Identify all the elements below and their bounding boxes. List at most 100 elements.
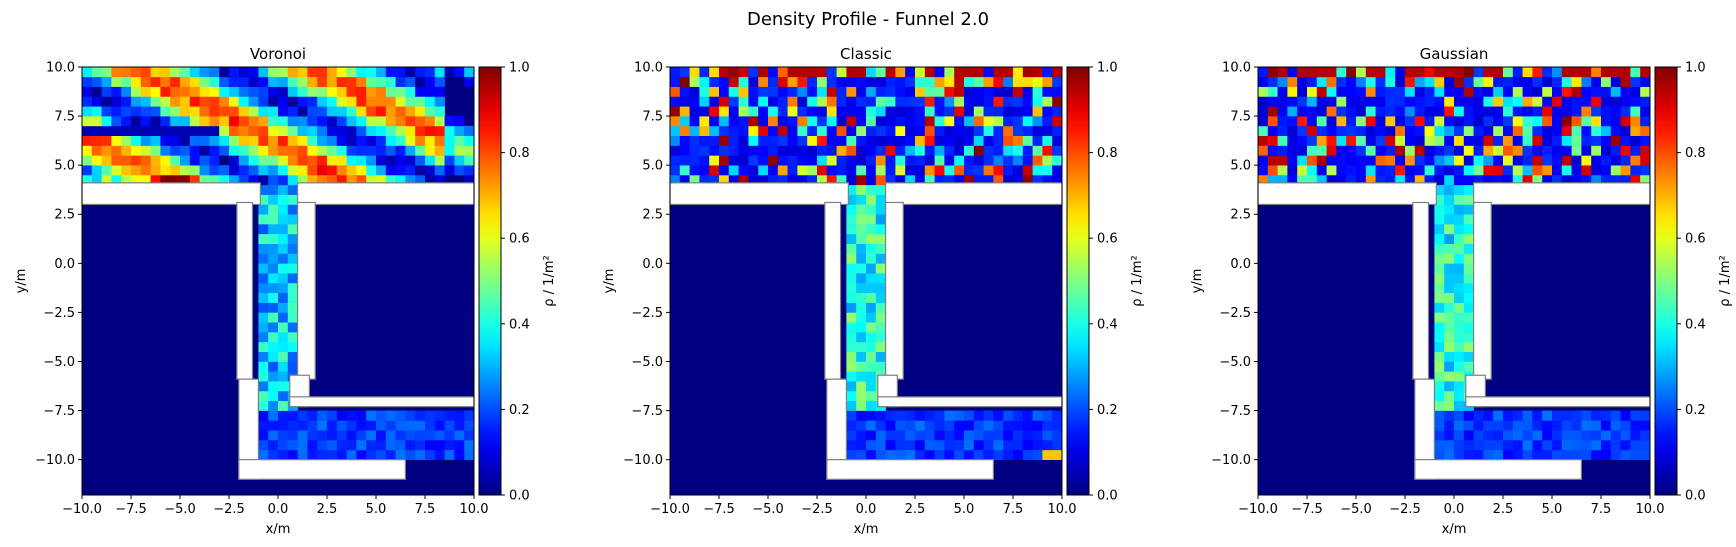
- heatmap-cell: [1356, 155, 1367, 166]
- heatmap-cell: [1552, 410, 1563, 421]
- heatmap-cell: [689, 86, 700, 97]
- heatmap-cell: [356, 410, 367, 421]
- heatmap-cell: [846, 116, 857, 127]
- heatmap-cell: [258, 184, 269, 195]
- heatmap-cell: [1620, 410, 1631, 421]
- heatmap-cell: [1297, 96, 1308, 107]
- heatmap-cell: [131, 96, 142, 107]
- heatmap-cell: [121, 155, 132, 166]
- heatmap-cell: [875, 96, 886, 107]
- heatmap-cell: [1365, 135, 1376, 146]
- heatmap-cell: [1434, 322, 1445, 333]
- heatmap-cell: [846, 292, 857, 303]
- heatmap-cell: [1414, 125, 1425, 137]
- heatmap-cell: [1042, 67, 1053, 78]
- heatmap-cell: [1454, 214, 1465, 225]
- heatmap-cell: [964, 106, 975, 117]
- heatmap-cell: [1365, 106, 1376, 117]
- heatmap-cell: [307, 135, 318, 146]
- heatmap-cell: [1454, 76, 1465, 87]
- heatmap-cell: [327, 125, 338, 137]
- heatmap-cell: [131, 67, 142, 78]
- heatmap-cell: [895, 135, 906, 146]
- heatmap-cell: [160, 67, 171, 78]
- heatmap-cell: [719, 86, 730, 97]
- heatmap-cell: [895, 165, 906, 176]
- heatmap-cell: [728, 116, 739, 127]
- heatmap-cell: [856, 263, 867, 274]
- heatmap-cell: [1463, 224, 1474, 235]
- heatmap-cell: [699, 174, 710, 186]
- heatmap-cell: [1297, 116, 1308, 127]
- heatmap-cell: [1444, 400, 1455, 411]
- y-tick-label: −5.0: [631, 355, 663, 370]
- heatmap-cell: [1512, 116, 1523, 127]
- heatmap-cell: [1493, 76, 1504, 87]
- heatmap-cell: [924, 410, 935, 421]
- heatmap-cell: [238, 76, 249, 87]
- heatmap-cell: [278, 449, 289, 460]
- heatmap-cell: [1013, 420, 1024, 431]
- heatmap-cell: [807, 174, 818, 186]
- heatmap-cell: [836, 106, 847, 117]
- heatmap-cell: [278, 135, 289, 146]
- heatmap-cell: [317, 135, 328, 146]
- heatmap-cell: [1473, 410, 1484, 421]
- heatmap-cell: [856, 410, 867, 421]
- heatmap-cell: [807, 125, 818, 137]
- heatmap-cell: [748, 125, 759, 137]
- heatmap-cell: [150, 135, 161, 146]
- heatmap-cell: [199, 145, 210, 156]
- heatmap-cell: [395, 174, 406, 186]
- heatmap-cell: [1620, 67, 1631, 78]
- heatmap-cell: [297, 96, 308, 107]
- heatmap-cell: [807, 135, 818, 146]
- heatmap-cell: [268, 322, 279, 333]
- y-tick-label: −5.0: [1219, 355, 1251, 370]
- heatmap-cell: [385, 67, 396, 78]
- heatmap-cell: [258, 361, 269, 372]
- heatmap-cell: [1424, 135, 1435, 146]
- x-tick-label: 7.5: [1003, 502, 1024, 517]
- heatmap-cell: [297, 420, 308, 431]
- heatmap-cell: [709, 76, 720, 87]
- heatmap-cell: [1473, 420, 1484, 431]
- heatmap-cell: [307, 155, 318, 166]
- heatmap-cell: [170, 165, 181, 176]
- heatmap-cell: [1561, 440, 1572, 451]
- heatmap-cell: [1277, 145, 1288, 156]
- heatmap-cell: [1454, 371, 1465, 382]
- heatmap-cell: [866, 184, 877, 195]
- heatmap-cell: [317, 116, 328, 127]
- heatmap-cell: [444, 165, 455, 176]
- heatmap-cell: [160, 106, 171, 117]
- heatmap-cell: [1532, 86, 1543, 97]
- heatmap-cell: [1385, 86, 1396, 97]
- heatmap-cell: [385, 165, 396, 176]
- heatmap-cell: [1532, 96, 1543, 107]
- heatmap-cell: [1473, 174, 1484, 186]
- heatmap-cell: [101, 155, 112, 166]
- heatmap-cell: [758, 96, 769, 107]
- heatmap-cell: [258, 302, 269, 313]
- heatmap-cell: [1395, 155, 1406, 166]
- heatmap-cell: [1473, 96, 1484, 107]
- heatmap-cell: [1454, 194, 1465, 205]
- heatmap-cell: [170, 125, 181, 137]
- heatmap-cell: [993, 145, 1004, 156]
- heatmap-cell: [1512, 135, 1523, 146]
- heatmap-cell: [719, 116, 730, 127]
- heatmap-cell: [817, 86, 828, 97]
- heatmap-cell: [1444, 440, 1455, 451]
- heatmap-cell: [728, 165, 739, 176]
- heatmap-cell: [1591, 410, 1602, 421]
- heatmap-cell: [993, 174, 1004, 186]
- heatmap-cell: [1444, 420, 1455, 431]
- heatmap-cell: [787, 145, 798, 156]
- heatmap-cell: [1003, 430, 1014, 441]
- heatmap-cell: [385, 125, 396, 137]
- heatmap-cell: [425, 86, 436, 97]
- heatmap-cell: [964, 135, 975, 146]
- heatmap-cell: [1581, 410, 1592, 421]
- heatmap-cell: [297, 106, 308, 117]
